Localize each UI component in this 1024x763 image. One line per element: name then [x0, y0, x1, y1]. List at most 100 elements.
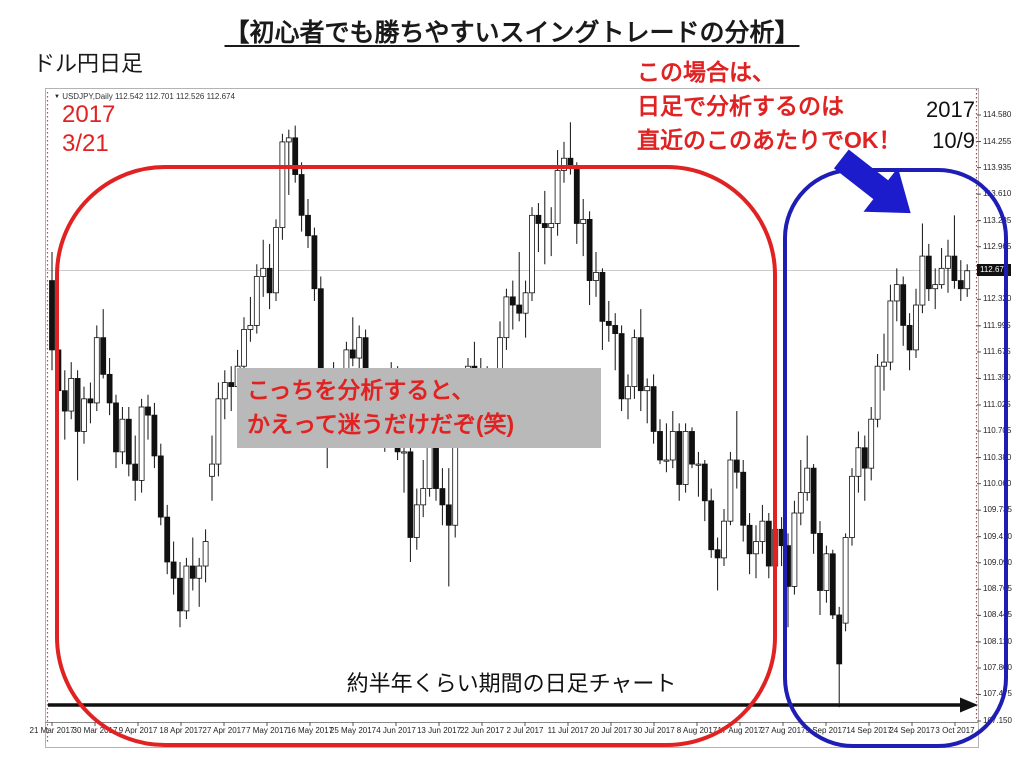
candle-body — [260, 267, 267, 277]
candle-body — [548, 223, 555, 228]
ok-note-line: 直近のこのあたりでOK！ — [637, 127, 902, 153]
candle-body — [541, 223, 548, 228]
candle-body — [164, 516, 171, 563]
candle-body — [209, 463, 215, 477]
ok-note-line: 日足で分析するのは — [637, 93, 844, 119]
candle-body — [407, 451, 414, 538]
chart-subtitle-label: ドル円日足 — [33, 51, 144, 76]
candle-body — [625, 386, 631, 400]
candle-body — [849, 475, 855, 538]
candle-body — [676, 431, 683, 485]
candle-body — [945, 255, 951, 269]
candle-body — [797, 492, 804, 514]
candle-body — [637, 337, 644, 392]
candle-body — [868, 418, 875, 469]
candle-body — [151, 414, 158, 457]
blue-zone-outline — [783, 168, 1008, 748]
x-axis-label: 27 Aug 2017 — [760, 726, 806, 735]
end-date-year: 2017 — [926, 97, 975, 122]
x-axis-label: 21 Mar 2017 — [29, 726, 75, 735]
start-date-year: 2017 — [62, 101, 116, 128]
annotation-start-date: 2017 3/21 — [62, 100, 115, 158]
x-axis-label: 17 Aug 2017 — [717, 726, 763, 735]
candle-body — [74, 378, 81, 432]
x-axis-label: 27 Apr 2017 — [202, 726, 246, 735]
x-axis-label: 11 Jul 2017 — [547, 726, 589, 735]
candle-body — [522, 292, 529, 314]
chart-header: ▼ USDJPY,Daily 112.542 112.701 112.526 1… — [54, 92, 235, 101]
candle-body — [650, 386, 657, 432]
candle-body — [189, 565, 196, 579]
candle-body — [157, 455, 164, 518]
red-zone-outline — [55, 165, 777, 747]
candle-body — [727, 459, 734, 522]
x-axis-label: 2 Jul 2017 — [506, 726, 544, 735]
candle-body — [765, 520, 772, 567]
candle-body — [836, 614, 843, 665]
candle-body — [829, 553, 836, 616]
y-axis-label: 111.350 — [983, 373, 1011, 383]
candle-body — [221, 382, 228, 400]
symbol-dropdown-icon[interactable]: ▼ — [54, 94, 60, 100]
x-axis-label: 20 Jul 2017 — [590, 726, 632, 735]
candle-body — [401, 451, 407, 454]
candle-body — [113, 402, 119, 453]
candle-body — [228, 382, 235, 387]
candle-body — [689, 431, 695, 465]
y-axis-label: 114.580 — [983, 110, 1012, 119]
caption-half-year: 約半年くらい期間の日足チャート — [346, 671, 677, 696]
candle-body — [599, 272, 606, 322]
candle-body — [311, 235, 318, 290]
current-price-tag: 112.674 — [977, 264, 1012, 276]
callout-dont-analyze: こっちを分析すると、 かえって迷うだけだぞ(笑) — [237, 368, 601, 448]
callout-line: かえって迷うだけだぞ(笑) — [247, 411, 515, 437]
candle-body — [881, 361, 887, 367]
candle-body — [292, 137, 299, 175]
candle-body — [823, 553, 830, 591]
y-axis-label: 109.090 — [983, 557, 1012, 567]
candle-body — [861, 447, 868, 469]
x-axis-label: 13 Jun 2017 — [416, 726, 462, 735]
candle-body — [356, 337, 363, 359]
candle-body — [714, 549, 721, 559]
candle-body — [817, 533, 823, 591]
candle-body — [586, 218, 593, 281]
y-axis-label: 112.965 — [983, 241, 1012, 251]
candle-body — [804, 467, 811, 494]
candle-body — [695, 463, 702, 466]
chart-header-text: USDJPY,Daily 112.542 112.701 112.526 112… — [62, 92, 235, 101]
blue-arrow-icon — [833, 149, 911, 214]
start-date-day: 3/21 — [62, 130, 109, 157]
candle-body — [61, 390, 68, 412]
y-axis-label: 108.445 — [983, 610, 1012, 620]
candle-body — [561, 157, 567, 171]
candle-body — [349, 349, 356, 359]
candle-body — [708, 500, 715, 551]
candle-body — [509, 296, 516, 306]
candle-body — [413, 504, 420, 538]
candle-body — [893, 284, 900, 302]
candle-body — [170, 561, 177, 579]
y-axis-label: 113.610 — [983, 189, 1012, 199]
y-axis-label: 110.705 — [983, 426, 1012, 436]
candle-body — [733, 459, 740, 473]
candle-body — [516, 304, 523, 314]
candle-body — [273, 227, 279, 294]
candle-body — [445, 504, 452, 526]
candle-body — [657, 431, 663, 461]
candle-body — [196, 565, 203, 579]
callout-line: こっちを分析すると、 — [247, 377, 475, 403]
candle-body — [81, 398, 87, 432]
x-axis-label: 14 Sep 2017 — [846, 726, 892, 735]
candle-body — [605, 320, 612, 326]
candle-body — [887, 300, 894, 363]
y-axis-label: 111.025 — [983, 399, 1011, 409]
candle-body — [938, 267, 945, 286]
annotation-ok-note: この場合は、 日足で分析するのは 直近のこのあたりでOK！ — [637, 55, 902, 157]
y-axis-label: 109.735 — [983, 505, 1012, 515]
candle-body — [618, 333, 625, 400]
candle-body — [874, 365, 881, 420]
candle-body — [855, 447, 862, 477]
y-axis-label: 109.410 — [983, 531, 1012, 541]
candle-body — [925, 255, 932, 290]
